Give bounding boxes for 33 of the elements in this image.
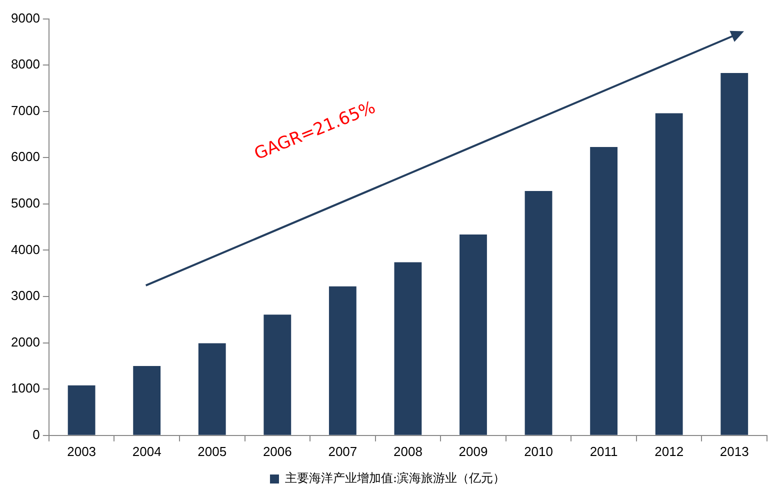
y-tick-label: 6000 [11,149,40,164]
bar [133,366,161,435]
x-tick-label: 2007 [328,444,358,459]
y-tick-label: 8000 [11,56,40,72]
bar [460,234,487,435]
bar [68,385,96,435]
y-tick-label: 5000 [11,196,40,211]
x-tick-label: 2003 [67,444,96,459]
y-tick-label: 0 [32,426,40,442]
bar [655,113,683,435]
y-tick-label: 7000 [11,102,40,118]
x-tick-label: 2010 [524,444,553,459]
bar [720,72,748,435]
legend-label: 主要海洋产业增加值:滨海旅游业（亿元） [284,471,506,486]
x-tick-label: 2006 [262,444,292,459]
x-tick-label: 2005 [198,444,227,459]
x-tick-label: 2009 [458,444,488,459]
y-tick-label: 9000 [11,10,40,26]
x-tick-label: 2008 [394,444,422,459]
x-tick-label: 2012 [654,444,684,459]
y-tick-label: 3000 [11,288,40,304]
bar [264,314,292,435]
bar [328,286,356,435]
bar [198,343,226,435]
x-tick-label: 2004 [132,444,162,459]
y-tick-label: 2000 [11,334,40,350]
y-tick-label: 1000 [11,380,40,396]
y-tick-label: 4000 [11,242,40,257]
x-tick-label: 2011 [590,444,618,459]
x-tick-label: 2013 [720,444,749,459]
bar [394,262,422,435]
bar [590,147,618,435]
bar [524,190,552,435]
